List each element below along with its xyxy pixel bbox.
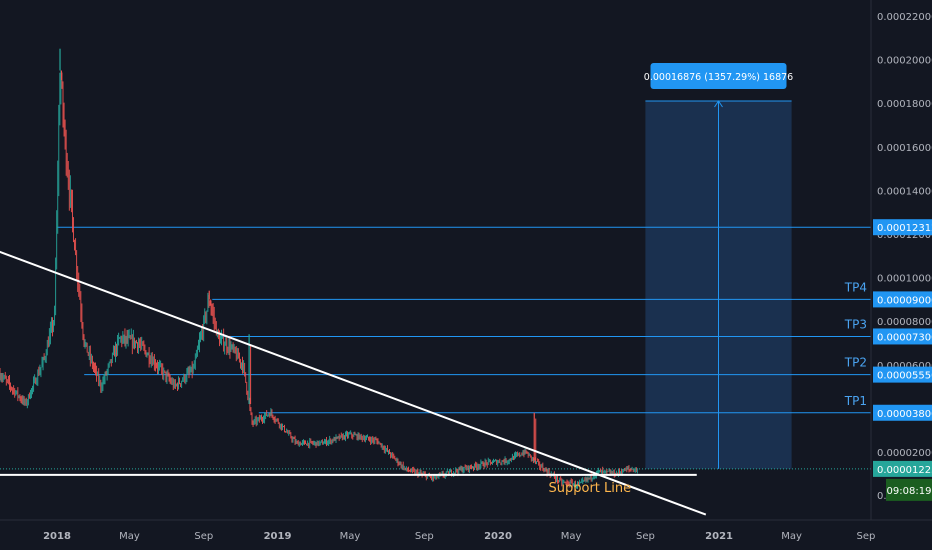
level-tag-tp3: TP3 bbox=[844, 317, 867, 331]
time-tick-label: Sep bbox=[856, 531, 875, 542]
price-tick-label: 0.00022000 bbox=[877, 12, 932, 23]
time-tick-label: May bbox=[119, 531, 140, 542]
price-tick-label: 0.00012000 bbox=[877, 230, 932, 241]
price-tick-label: 0.00016000 bbox=[877, 143, 932, 154]
price-tick-label: 0.00002000 bbox=[877, 448, 932, 459]
drawings-layer: Support Line bbox=[0, 232, 707, 516]
time-axis[interactable]: 2018 May Sep 2019 May Sep 2020 May Sep 2021 May Sep bbox=[0, 519, 932, 542]
support-line-label: Support Line bbox=[549, 481, 632, 496]
level-price-label: 0.00009000 bbox=[877, 295, 932, 306]
level-price-tag bbox=[873, 404, 932, 421]
time-tick-label: Sep bbox=[636, 531, 655, 542]
descending-trendline[interactable] bbox=[0, 232, 707, 516]
level-price-label: 0.00012312 bbox=[877, 223, 932, 234]
level-price-label: 0.00005550 bbox=[877, 371, 932, 382]
level-price-tag bbox=[873, 328, 932, 345]
level-tag-tp4: TP4 bbox=[844, 280, 867, 294]
time-tick-label: 2019 bbox=[264, 531, 292, 542]
time-tick-label: 2021 bbox=[705, 531, 733, 542]
level-price-label: 0.00003800 bbox=[877, 409, 932, 420]
price-tick-label: 0.00018000 bbox=[877, 99, 932, 110]
level-price-label: 0.00007300 bbox=[877, 332, 932, 343]
level-tag-tp2: TP2 bbox=[844, 356, 867, 370]
countdown-tag bbox=[886, 478, 932, 501]
level-price-tag bbox=[873, 291, 932, 308]
countdown-label: 09:08:19 bbox=[887, 486, 932, 497]
current-price-tag bbox=[873, 460, 932, 477]
level-tag-tp1: TP1 bbox=[844, 394, 867, 408]
time-tick-label: May bbox=[561, 531, 582, 542]
time-tick-label: May bbox=[781, 531, 802, 542]
price-tick-label: 0.00008000 bbox=[877, 317, 932, 328]
time-tick-label: 2018 bbox=[43, 531, 71, 542]
measure-arrow-head bbox=[714, 100, 723, 108]
time-tick-label: 2020 bbox=[484, 531, 512, 542]
price-axis[interactable]: 0.00022000 0.00020000 0.00018000 0.00016000… bbox=[870, 0, 932, 520]
measure-layer: 0.00016876 (1357.29%) 16876 bbox=[644, 63, 793, 469]
price-tick-label-partial: 0. bbox=[877, 491, 887, 502]
price-tick-label: 0.00020000 bbox=[877, 56, 932, 67]
level-lines-layer: TP4 TP3 TP2 TP1 bbox=[0, 226, 871, 470]
measure-label-box bbox=[650, 63, 787, 90]
time-tick-label: Sep bbox=[415, 531, 434, 542]
time-tick-label: May bbox=[340, 531, 361, 542]
level-price-tag bbox=[873, 366, 932, 383]
price-tick-label: 0.00014000 bbox=[877, 186, 932, 197]
time-tick-label: Sep bbox=[194, 531, 213, 542]
price-tick-label: 0.00006000 bbox=[877, 361, 932, 372]
current-price-label: 0.00001225 bbox=[877, 465, 932, 476]
measure-label: 0.00016876 (1357.29%) 16876 bbox=[644, 72, 793, 83]
level-price-tag bbox=[873, 219, 932, 236]
price-tick-label: 0.00010000 bbox=[877, 274, 932, 285]
